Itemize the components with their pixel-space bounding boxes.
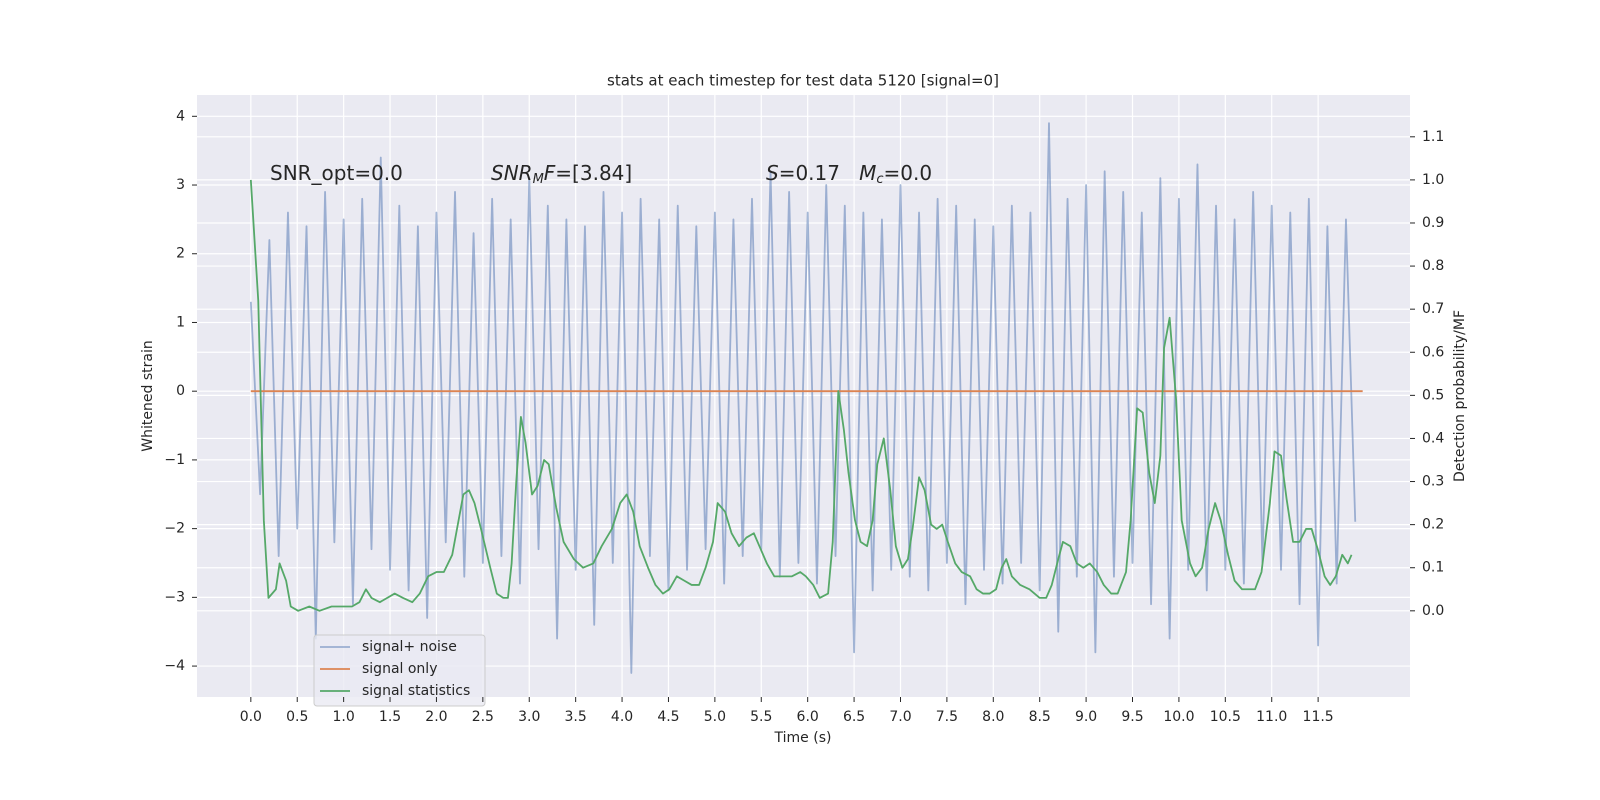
legend-label: signal statistics bbox=[362, 683, 470, 699]
y2-tick-label: 1.1 bbox=[1422, 129, 1444, 145]
legend: signal+ noise signal only signal statistic… bbox=[313, 634, 486, 707]
x-tick-label: 10.0 bbox=[1163, 709, 1194, 725]
y-tick-label: −4 bbox=[164, 658, 185, 674]
y-tick-label: 2 bbox=[176, 246, 185, 262]
y-tick-label: −2 bbox=[164, 521, 185, 537]
y2-tick-label: 0.3 bbox=[1422, 474, 1444, 490]
legend-box bbox=[313, 634, 486, 707]
x-tick-label: 7.0 bbox=[889, 709, 911, 725]
y2-tick-label: 0.9 bbox=[1422, 215, 1444, 231]
legend-label: signal+ noise bbox=[362, 639, 457, 655]
annotation-part: =0.0 bbox=[884, 161, 933, 185]
x-tick-label: 0.5 bbox=[286, 709, 308, 725]
y-tick-label: 1 bbox=[176, 314, 185, 330]
x-tick-label: 6.0 bbox=[797, 709, 819, 725]
y-tick-label: −3 bbox=[164, 589, 185, 605]
annotation: SNR_opt=0.0 bbox=[270, 161, 403, 185]
x-tick-label: 11.5 bbox=[1303, 709, 1334, 725]
x-tick-label: 2.5 bbox=[472, 709, 494, 725]
annotation-part: M bbox=[859, 161, 876, 185]
x-tick-label: 8.0 bbox=[982, 709, 1004, 725]
marks bbox=[249, 122, 1363, 674]
x-tick-label: 2.0 bbox=[425, 709, 447, 725]
x-tick-label: 8.5 bbox=[1029, 709, 1051, 725]
x-tick-label: 6.5 bbox=[843, 709, 865, 725]
series-line bbox=[249, 122, 1357, 674]
chart-title: stats at each timestep for test data 512… bbox=[607, 72, 999, 90]
annotation-part: F bbox=[544, 161, 556, 185]
x-tick-label: 5.0 bbox=[704, 709, 726, 725]
y2-tick-label: 0.7 bbox=[1422, 301, 1444, 317]
annotation-part: M bbox=[533, 172, 544, 187]
y-tick-label: 0 bbox=[176, 383, 185, 399]
annotation: SNRMF=[3.84] bbox=[491, 161, 632, 187]
x-tick-label: 4.5 bbox=[657, 709, 679, 725]
series-line bbox=[249, 179, 1353, 612]
y2-tick-label: 0.8 bbox=[1422, 258, 1444, 274]
y2-axis-label: Detection probability/MF bbox=[1452, 310, 1468, 482]
annotation-part: c bbox=[876, 172, 883, 187]
annotation-part: =[3.84] bbox=[555, 161, 632, 185]
annotation-part: S bbox=[766, 161, 779, 185]
x-tick-label: 11.0 bbox=[1256, 709, 1287, 725]
legend-label: signal only bbox=[362, 661, 437, 677]
y2-tick-label: 1.0 bbox=[1422, 172, 1444, 188]
y-tick-label: −1 bbox=[164, 452, 185, 468]
x-tick-label: 5.5 bbox=[750, 709, 772, 725]
y-tick-label: 4 bbox=[176, 108, 185, 124]
y2-tick-label: 0.6 bbox=[1422, 344, 1444, 360]
x-tick-label: 9.0 bbox=[1075, 709, 1097, 725]
x-tick-label: 1.0 bbox=[333, 709, 355, 725]
x-tick-label: 0.0 bbox=[240, 709, 262, 725]
x-tick-label: 9.5 bbox=[1121, 709, 1143, 725]
y2-tick-label: 0.0 bbox=[1422, 603, 1444, 619]
x-tick-label: 10.5 bbox=[1210, 709, 1241, 725]
y2-tick-label: 0.4 bbox=[1422, 430, 1444, 446]
y2-tick-label: 0.5 bbox=[1422, 387, 1444, 403]
x-tick-label: 3.5 bbox=[565, 709, 587, 725]
y2-tick-label: 0.1 bbox=[1422, 560, 1444, 576]
y-axis-label: Whitened strain bbox=[140, 340, 156, 451]
y-tick-label: 3 bbox=[176, 177, 185, 193]
x-tick-label: 3.0 bbox=[518, 709, 540, 725]
x-tick-label: 7.5 bbox=[936, 709, 958, 725]
y2-tick-label: 0.2 bbox=[1422, 517, 1444, 533]
annotation-part: =0.17 bbox=[779, 161, 859, 185]
x-tick-label: 4.0 bbox=[611, 709, 633, 725]
annotation-part: SNR_opt=0.0 bbox=[270, 161, 403, 185]
annotation: S=0.17 Mc=0.0 bbox=[766, 161, 932, 187]
annotation-part: SNR bbox=[491, 161, 533, 185]
x-tick-label: 1.5 bbox=[379, 709, 401, 725]
x-axis-label: Time (s) bbox=[774, 730, 832, 746]
